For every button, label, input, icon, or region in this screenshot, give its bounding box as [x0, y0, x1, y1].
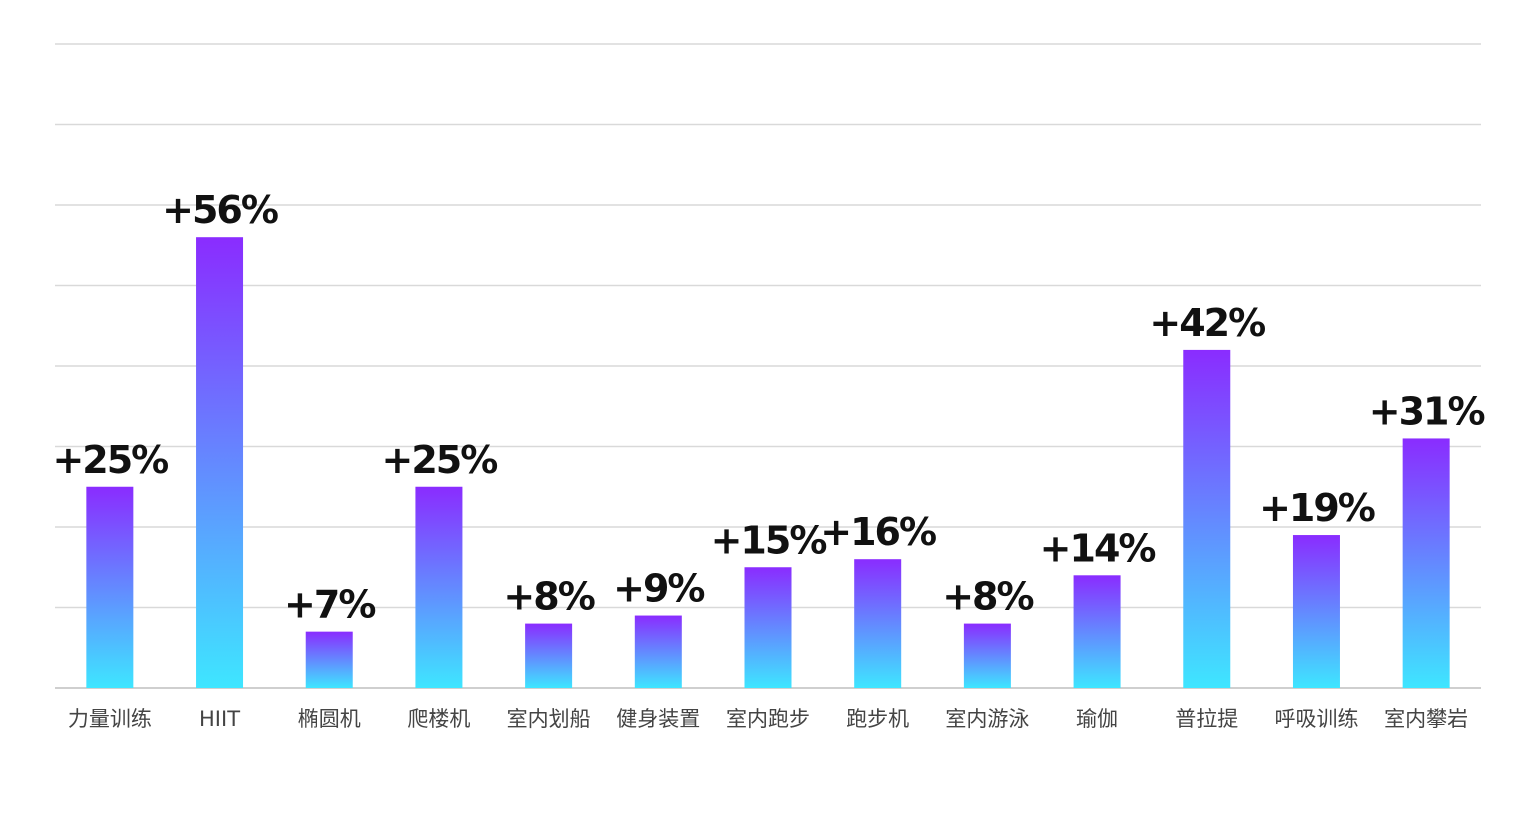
category-label: 普拉提 — [1175, 707, 1238, 731]
bar-value-label: +42% — [1149, 301, 1265, 345]
bar — [86, 486, 134, 688]
bar-value-label: +31% — [1369, 389, 1485, 433]
bar-value-label: +15% — [711, 518, 827, 562]
bar — [963, 623, 1011, 688]
bar-value-label: +25% — [382, 438, 498, 482]
category-label: 瑜伽 — [1076, 707, 1118, 731]
category-label: 室内攀岩 — [1384, 707, 1468, 731]
category-label: HIIT — [199, 707, 240, 731]
bar — [525, 623, 573, 688]
value-labels: +25%+56%+7%+25%+8% +9%+15%+16%+8%+14%+42%… — [52, 188, 1486, 627]
gridlines — [55, 43, 1481, 689]
bar-value-label: +25% — [52, 438, 168, 482]
category-label: 力量训练 — [68, 707, 152, 731]
bar-value-label: +8% — [503, 575, 594, 619]
bar-value-label: +14% — [1040, 526, 1156, 570]
bar — [1402, 438, 1450, 688]
bar — [1183, 349, 1231, 688]
bar-value-label: +56% — [162, 188, 278, 232]
category-label: 室内游泳 — [945, 707, 1029, 731]
bar-value-label: +7% — [284, 583, 375, 627]
category-label: 跑步机 — [846, 707, 909, 731]
category-labels: 力量训练 HIIT 椭圆机 爬楼机 室内划船 健身装置 室内跑步 跑步机 室内游泳 瑜伽 普拉提 呼吸… — [68, 707, 1468, 731]
bar-value-label: +16% — [820, 510, 936, 554]
bar — [634, 615, 682, 688]
bar — [1292, 535, 1340, 688]
bar — [1073, 575, 1121, 688]
bar — [744, 567, 792, 688]
category-label: 健身装置 — [616, 707, 700, 731]
category-label: 爬楼机 — [407, 707, 470, 731]
bars — [86, 237, 1450, 688]
bar — [305, 631, 353, 688]
bar — [854, 559, 902, 688]
category-label: 椭圆机 — [298, 707, 361, 731]
bar — [196, 237, 244, 688]
category-label: 室内跑步 — [726, 707, 810, 731]
bar-value-label: +19% — [1259, 486, 1375, 530]
category-label: 呼吸训练 — [1274, 707, 1358, 731]
bar-value-label: +8% — [942, 575, 1033, 619]
category-label: 室内划船 — [507, 707, 591, 731]
bar — [415, 486, 463, 688]
bar-value-label: +9% — [613, 567, 704, 611]
